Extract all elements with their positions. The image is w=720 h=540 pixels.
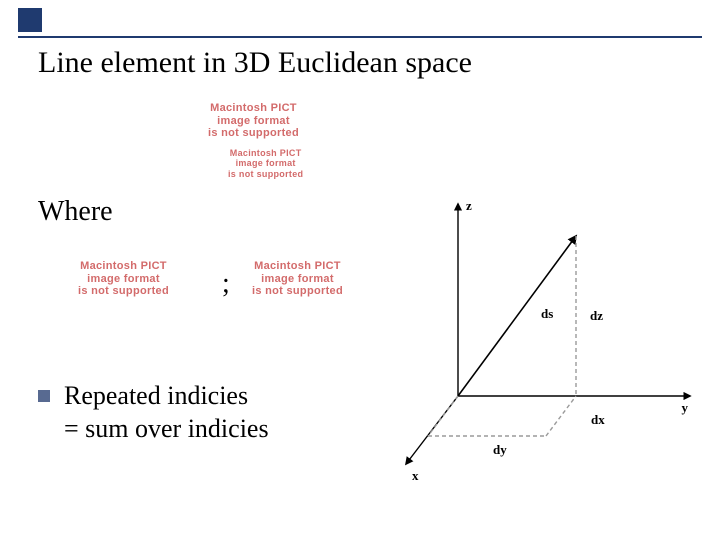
semicolon: ;: [222, 268, 230, 300]
svg-text:dx: dx: [591, 412, 605, 427]
bullet-icon: [38, 390, 50, 402]
pict-line: is not supported: [228, 169, 303, 179]
pict-placeholder-4: Macintosh PICT image format is not suppo…: [252, 260, 343, 298]
pict-line: image format: [208, 115, 299, 128]
svg-text:dy: dy: [493, 442, 507, 457]
pict-line: is not supported: [78, 285, 169, 298]
bullet-text: Repeated indicies = sum over indicies: [64, 380, 269, 445]
where-label: Where: [38, 196, 113, 228]
bullet-line-1: Repeated indicies: [64, 380, 269, 413]
slide-title: Line element in 3D Euclidean space: [38, 46, 472, 80]
line-element-diagram: z y x ds dz dx dy: [398, 196, 700, 486]
pict-line: Macintosh PICT: [252, 260, 343, 273]
pict-line: is not supported: [252, 285, 343, 298]
pict-line: image format: [252, 273, 343, 286]
accent-square: [18, 8, 42, 32]
pict-line: is not supported: [208, 127, 299, 140]
pict-line: Macintosh PICT: [228, 148, 303, 158]
pict-placeholder-1: Macintosh PICT image format is not suppo…: [208, 102, 299, 140]
svg-text:z: z: [466, 198, 472, 213]
pict-placeholder-3: Macintosh PICT image format is not suppo…: [78, 260, 169, 298]
bullet-line-2: = sum over indicies: [64, 413, 269, 446]
pict-line: image format: [78, 273, 169, 286]
pict-placeholder-2: Macintosh PICT image format is not suppo…: [228, 148, 303, 179]
bullet-item: Repeated indicies = sum over indicies: [38, 380, 269, 445]
pict-line: image format: [228, 158, 303, 168]
svg-text:dz: dz: [590, 308, 603, 323]
pict-line: Macintosh PICT: [78, 260, 169, 273]
svg-text:ds: ds: [541, 306, 553, 321]
svg-text:x: x: [412, 468, 419, 483]
svg-text:y: y: [682, 400, 689, 415]
title-underline: [18, 36, 702, 38]
pict-line: Macintosh PICT: [208, 102, 299, 115]
